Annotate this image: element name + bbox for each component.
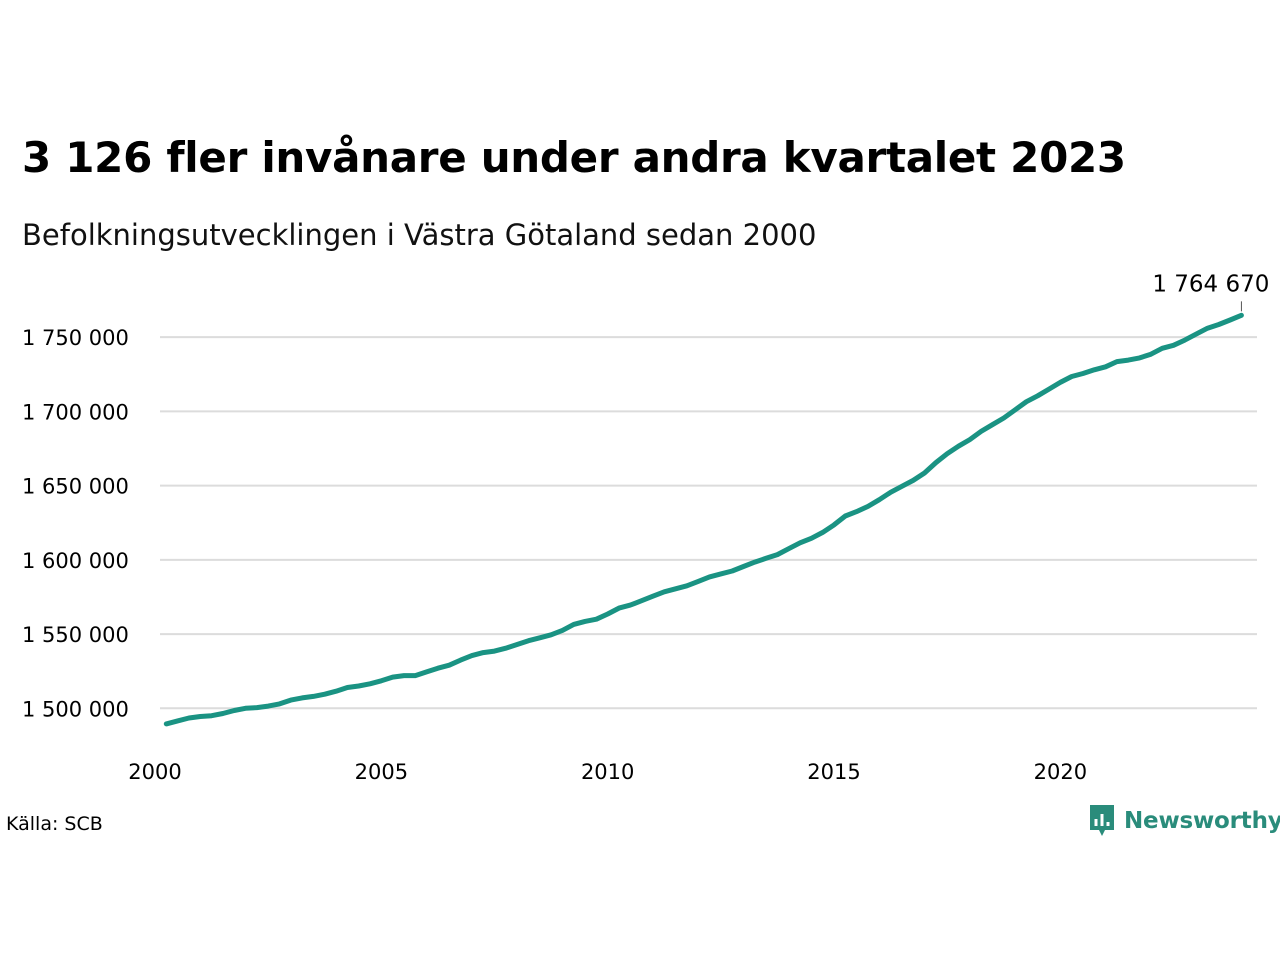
x-tick-label: 2020: [1034, 760, 1087, 784]
x-tick-label: 2010: [581, 760, 634, 784]
series-line: [163, 312, 1244, 727]
newsworthy-logo[interactable]: Newsworthy: [1088, 803, 1280, 839]
source-note: Källa: SCB: [6, 813, 103, 835]
chart-title: 3 126 fler invånare under andra kvartale…: [22, 133, 1126, 182]
x-tick-label: 2015: [807, 760, 860, 784]
y-tick-label: 1 600 000: [22, 549, 129, 573]
last-value-label: 1 764 670: [1152, 271, 1269, 297]
y-tick-label: 1 650 000: [22, 475, 129, 499]
newsworthy-logo-icon: [1090, 805, 1114, 836]
y-tick-label: 1 500 000: [22, 697, 129, 721]
chart-subtitle: Befolkningsutvecklingen i Västra Götalan…: [22, 218, 817, 252]
y-tick-label: 1 750 000: [22, 326, 129, 350]
y-tick-label: 1 700 000: [22, 400, 129, 424]
y-tick-label: 1 550 000: [22, 623, 129, 647]
x-tick-label: 2005: [355, 760, 408, 784]
newsworthy-logo-text: Newsworthy: [1124, 808, 1280, 834]
x-tick-label: 2000: [128, 760, 181, 784]
